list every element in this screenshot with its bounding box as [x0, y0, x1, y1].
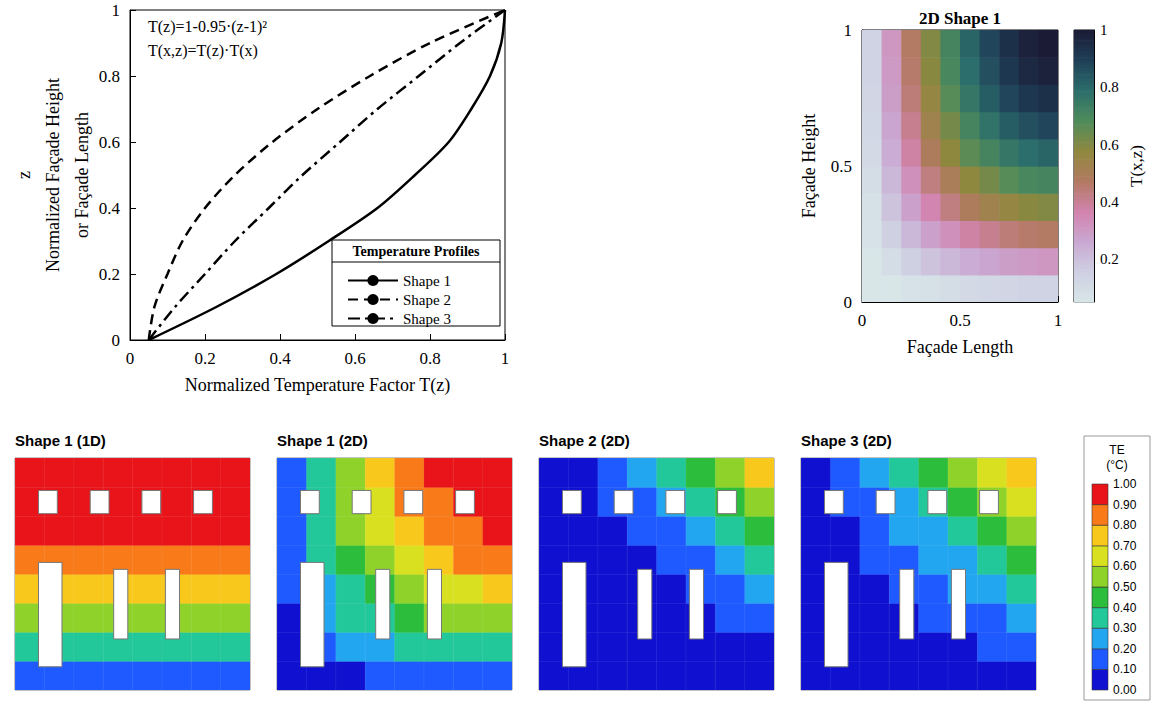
- svg-text:Shape 3: Shape 3: [403, 311, 451, 327]
- svg-text:Shape 2 (2D): Shape 2 (2D): [539, 432, 630, 449]
- svg-text:0.4: 0.4: [1100, 194, 1119, 210]
- svg-text:0.30: 0.30: [1113, 621, 1137, 635]
- svg-text:or Façade Length: or Façade Length: [72, 112, 92, 238]
- svg-text:1.00: 1.00: [1113, 477, 1137, 491]
- svg-text:0: 0: [844, 293, 853, 312]
- svg-text:0.5: 0.5: [831, 157, 852, 176]
- svg-text:TE: TE: [1109, 443, 1124, 457]
- svg-text:0.50: 0.50: [1113, 580, 1137, 594]
- svg-text:0.6: 0.6: [1100, 137, 1119, 153]
- svg-text:0.8: 0.8: [99, 67, 120, 86]
- svg-text:2D Shape 1: 2D Shape 1: [919, 9, 1001, 28]
- svg-text:0.8: 0.8: [419, 349, 440, 368]
- svg-text:T(x,z): T(x,z): [1127, 145, 1146, 187]
- svg-text:0.6: 0.6: [99, 133, 120, 152]
- svg-text:0.2: 0.2: [99, 265, 120, 284]
- svg-text:0.8: 0.8: [1100, 79, 1119, 95]
- svg-text:1: 1: [112, 1, 121, 20]
- svg-text:0.20: 0.20: [1113, 642, 1137, 656]
- svg-text:0: 0: [858, 311, 867, 330]
- svg-text:Shape 2: Shape 2: [403, 292, 451, 308]
- svg-text:0.80: 0.80: [1113, 518, 1137, 532]
- svg-text:0.40: 0.40: [1113, 601, 1137, 615]
- svg-text:T(x,z)=T(z)·T(x): T(x,z)=T(z)·T(x): [148, 42, 258, 60]
- svg-text:Façade Length: Façade Length: [907, 337, 1013, 357]
- svg-text:Shape 1 (2D): Shape 1 (2D): [277, 432, 368, 449]
- svg-text:0.2: 0.2: [194, 349, 215, 368]
- svg-text:0.2: 0.2: [1100, 251, 1119, 267]
- svg-text:0.6: 0.6: [344, 349, 365, 368]
- svg-text:Shape 3 (2D): Shape 3 (2D): [801, 432, 892, 449]
- svg-text:0.4: 0.4: [269, 349, 291, 368]
- svg-text:Normalized Façade Height: Normalized Façade Height: [43, 78, 63, 272]
- svg-text:0.5: 0.5: [949, 311, 970, 330]
- svg-text:Shape 1: Shape 1: [403, 273, 451, 289]
- svg-text:0.90: 0.90: [1113, 498, 1137, 512]
- svg-text:0: 0: [126, 349, 135, 368]
- svg-text:0.70: 0.70: [1113, 539, 1137, 553]
- svg-text:0.4: 0.4: [99, 199, 121, 218]
- svg-text:(°C): (°C): [1106, 458, 1127, 472]
- svg-text:0: 0: [112, 331, 121, 350]
- svg-text:Normalized Temperature Factor: Normalized Temperature Factor T(z): [185, 375, 450, 396]
- svg-text:1: 1: [501, 349, 510, 368]
- svg-text:Temperature Profiles: Temperature Profiles: [353, 244, 480, 259]
- svg-text:Shape 1 (1D): Shape 1 (1D): [15, 432, 106, 449]
- svg-text:1: 1: [1100, 22, 1108, 38]
- svg-text:Façade Height: Façade Height: [799, 114, 819, 218]
- svg-text:z: z: [14, 171, 34, 179]
- svg-text:0.60: 0.60: [1113, 559, 1137, 573]
- svg-text:1: 1: [844, 21, 853, 40]
- svg-text:0.10: 0.10: [1113, 662, 1137, 676]
- svg-text:1: 1: [1054, 311, 1063, 330]
- svg-text:0.00: 0.00: [1113, 683, 1137, 697]
- svg-text:T(z)=1-0.95·(z-1)²: T(z)=1-0.95·(z-1)²: [148, 18, 267, 36]
